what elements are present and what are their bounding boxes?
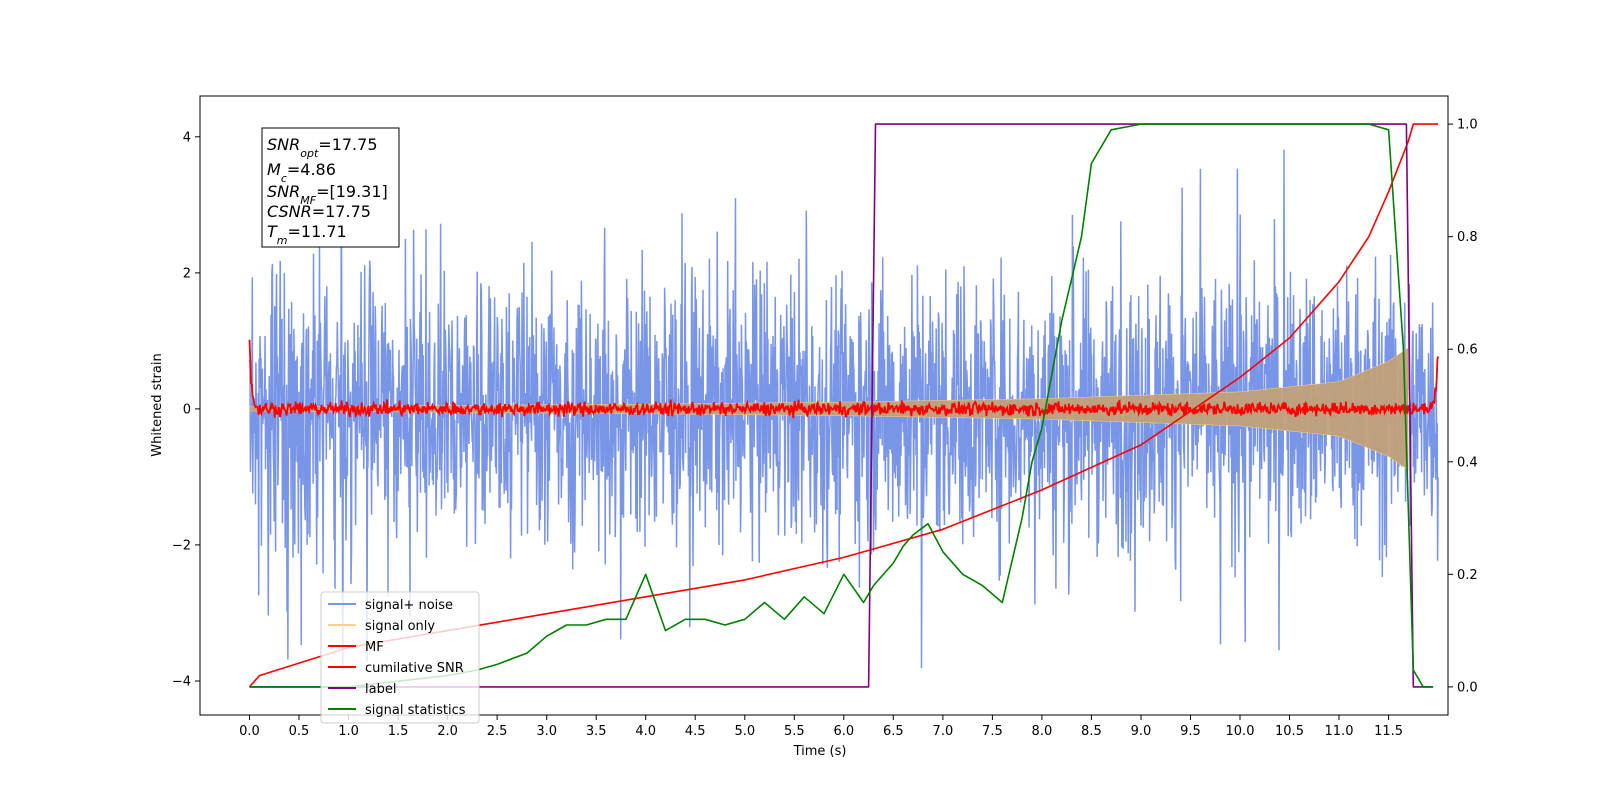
annotation-box: SNRopt=17.75 Mc=4.86 SNRMF=[19.31] CSNR=… [261,127,400,248]
y-tick-label: −2 [172,538,191,553]
y2-tick-label: 0.8 [1457,230,1478,245]
x-tick-label: 5.5 [784,724,805,739]
y-axis-label: Whitened strain [150,353,165,456]
legend-label-signal-only: signal only [365,619,435,634]
legend-label-signal-noise: signal+ noise [365,598,453,613]
x-tick-label: 0.5 [289,724,310,739]
x-tick-label: 8.5 [1081,724,1102,739]
x-tick-label: 11.5 [1374,724,1403,739]
y2-tick-label: 0.4 [1457,455,1478,470]
legend-label-label: label [365,682,396,697]
y-tick-label: −4 [172,675,191,690]
y-axis-right: 0.0 0.2 0.4 0.6 0.8 1.0 [1448,118,1478,695]
y-axis-left: −4 −2 0 2 4 [172,130,200,690]
x-tick-label: 10.0 [1226,724,1255,739]
series-signal-noise [248,149,1439,671]
annotation-tm: Tm=11.71 [267,222,347,247]
legend-label-cumulative-snr: cumilative SNR [365,661,464,676]
axes-frame [199,95,1449,716]
x-axis: 0.0 0.5 1.0 1.5 2.0 2.5 3.0 3.5 4.0 4.5 5.0 5.5 6.0 6… [239,715,1403,739]
y-tick-label: 2 [183,266,191,281]
y-tick-label: 4 [183,130,191,145]
x-tick-label: 6.5 [883,724,904,739]
x-tick-label: 10.5 [1275,724,1304,739]
x-tick-label: 7.0 [933,724,954,739]
y2-tick-label: 0.6 [1457,343,1478,358]
legend: signal+ noise signal only MF cumilative … [320,591,480,724]
series-mf [248,339,1439,419]
y2-tick-label: 0.0 [1457,680,1478,695]
series-signal-statistics [249,123,1434,688]
legend-frame [320,591,480,724]
x-tick-label: 1.0 [338,724,359,739]
legend-label-signal-statistics: signal statistics [365,703,466,718]
annotation-box-frame [261,127,400,248]
x-tick-label: 11.0 [1325,724,1354,739]
y2-tick-label: 1.0 [1457,118,1478,133]
annotation-csnr: CSNR=17.75 [267,202,371,221]
x-tick-label: 9.0 [1131,724,1152,739]
x-tick-label: 2.0 [437,724,458,739]
annotation-snr-mf: SNRMF=[19.31] [267,182,388,207]
x-tick-label: 9.5 [1180,724,1201,739]
x-tick-label: 6.0 [833,724,854,739]
x-tick-label: 7.5 [982,724,1003,739]
x-axis-label: Time (s) [793,744,847,759]
annotation-snr-opt: SNRopt=17.75 [267,135,378,160]
y2-tick-label: 0.2 [1457,568,1478,583]
x-tick-label: 0.0 [239,724,260,739]
x-tick-label: 3.0 [536,724,557,739]
x-tick-label: 5.0 [734,724,755,739]
legend-label-mf: MF [365,640,384,655]
x-tick-label: 3.5 [586,724,607,739]
y-tick-label: 0 [183,402,191,417]
x-tick-label: 1.5 [388,724,409,739]
x-tick-label: 8.0 [1032,724,1053,739]
x-tick-label: 2.5 [487,724,508,739]
annotation-mc: Mc=4.86 [267,160,336,185]
x-tick-label: 4.5 [685,724,706,739]
x-tick-label: 4.0 [635,724,656,739]
